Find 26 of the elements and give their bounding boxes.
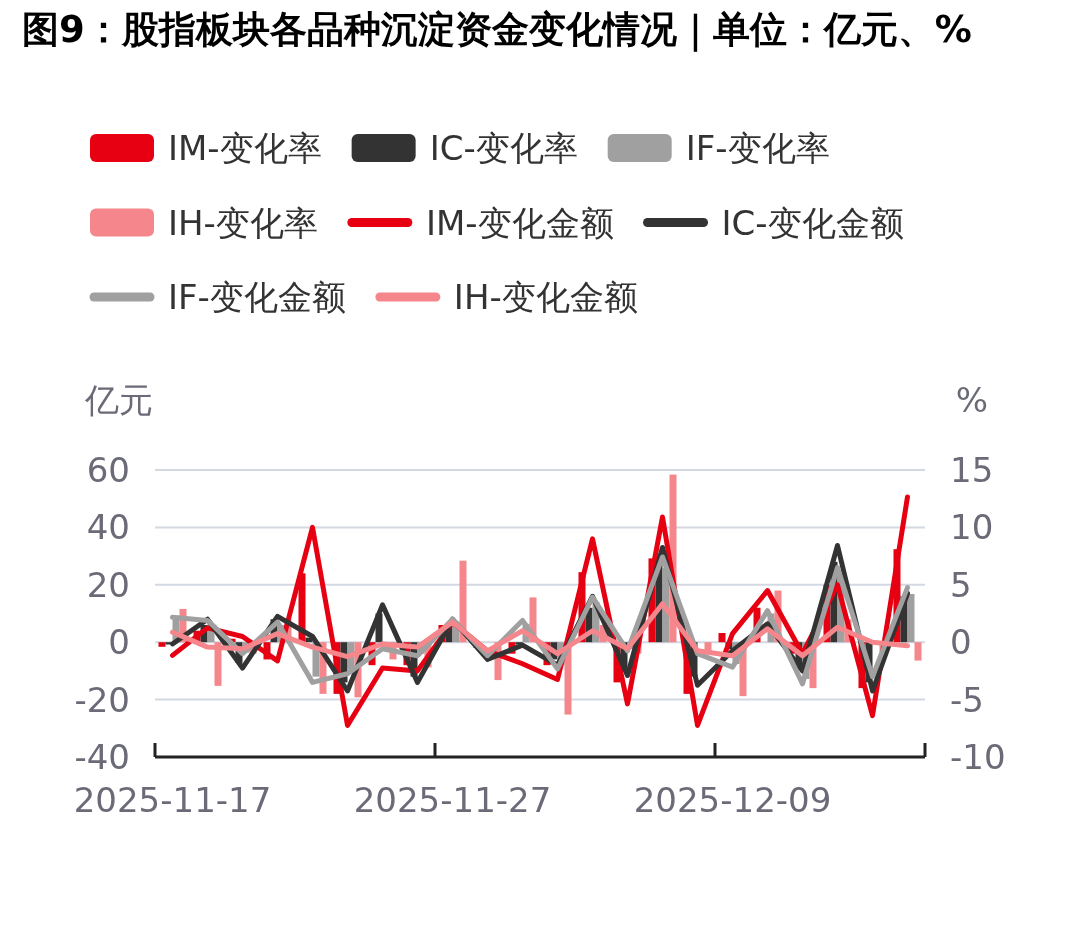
- x-tick-label: 2025-11-27: [353, 780, 552, 820]
- legend-label: IM-变化率: [168, 128, 322, 168]
- y2-tick-label: -10: [950, 737, 1006, 777]
- legend-label: IC-变化金额: [721, 202, 904, 243]
- y2-tick-label: 10: [950, 507, 994, 548]
- y-tick-label: 20: [86, 564, 130, 605]
- legend-label: IM-变化金额: [425, 202, 614, 243]
- legend-label: IC-变化率: [429, 128, 578, 168]
- y-tick-label: 40: [86, 507, 130, 548]
- y2-tick-label: -5: [950, 679, 984, 720]
- y-axis-title: 亿元: [84, 380, 153, 420]
- y-tick-label: 0: [108, 622, 130, 663]
- legend-label: IF-变化率: [685, 128, 830, 168]
- y-tick-label: 60: [86, 450, 130, 490]
- title: 图9：股指板块各品种沉淀资金变化情况｜单位：亿元、%: [22, 8, 972, 51]
- y2-tick-label: 5: [950, 564, 972, 605]
- y2-tick-label: 0: [950, 622, 972, 663]
- x-tick-label: 2025-11-17: [73, 780, 272, 820]
- legend-label: IH-变化金额: [453, 277, 638, 317]
- y2-tick-label: 15: [950, 450, 994, 490]
- legend-label: IF-变化金额: [168, 277, 346, 317]
- x-tick-label: 2025-12-09: [633, 780, 832, 820]
- legend-label: IH-变化率: [168, 202, 318, 243]
- y2-axis-title: %: [955, 380, 989, 420]
- y-tick-label: -20: [74, 679, 130, 720]
- y-tick-label: -40: [74, 737, 130, 777]
